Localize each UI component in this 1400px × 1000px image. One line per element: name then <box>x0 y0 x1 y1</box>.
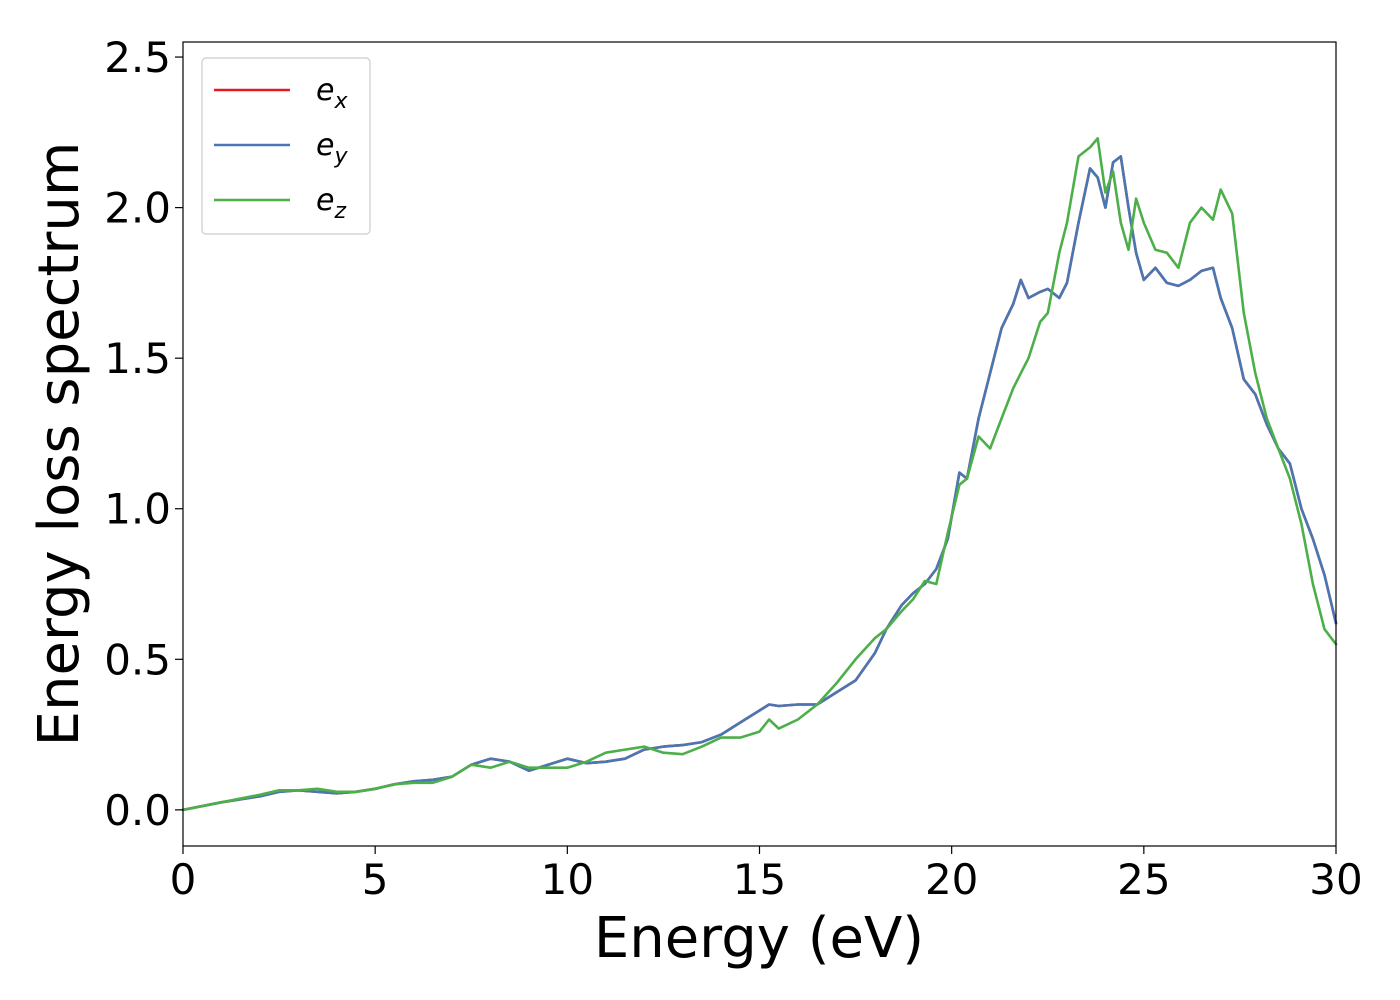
y-tick-label: 0.5 <box>104 635 171 684</box>
x-tick-label: 25 <box>1117 855 1170 904</box>
x-tick-label: 0 <box>170 855 197 904</box>
legend-label-z: ez <box>316 183 346 224</box>
series-line-y <box>181 155 1338 812</box>
x-tick-label: 15 <box>733 855 786 904</box>
y-axis-label: Energy loss spectrum <box>27 142 92 747</box>
x-tick-label: 10 <box>541 855 594 904</box>
y-tick-label: 0.0 <box>104 786 171 835</box>
x-tick-label: 5 <box>362 855 389 904</box>
legend: ex ey ez <box>201 57 371 235</box>
legend-items: ex ey ez <box>214 73 348 224</box>
y-tick-label: 1.5 <box>104 334 171 383</box>
series-layer <box>181 137 1338 812</box>
y-tick-label: 1.0 <box>104 485 171 534</box>
legend-label-x: ex <box>316 73 348 114</box>
y-tick-label: 2.0 <box>104 184 171 233</box>
y-axis-ticks: 0.0 0.5 1.0 1.5 2.0 2.5 <box>104 33 183 835</box>
series-line-z <box>181 137 1338 812</box>
x-axis-label: Energy (eV) <box>594 906 924 971</box>
x-tick-label: 20 <box>925 855 978 904</box>
legend-label-y: ey <box>316 128 348 169</box>
x-tick-label: 30 <box>1309 855 1362 904</box>
y-tick-label: 2.5 <box>104 33 171 82</box>
x-axis-ticks: 0 5 10 15 20 25 30 <box>170 846 1363 904</box>
